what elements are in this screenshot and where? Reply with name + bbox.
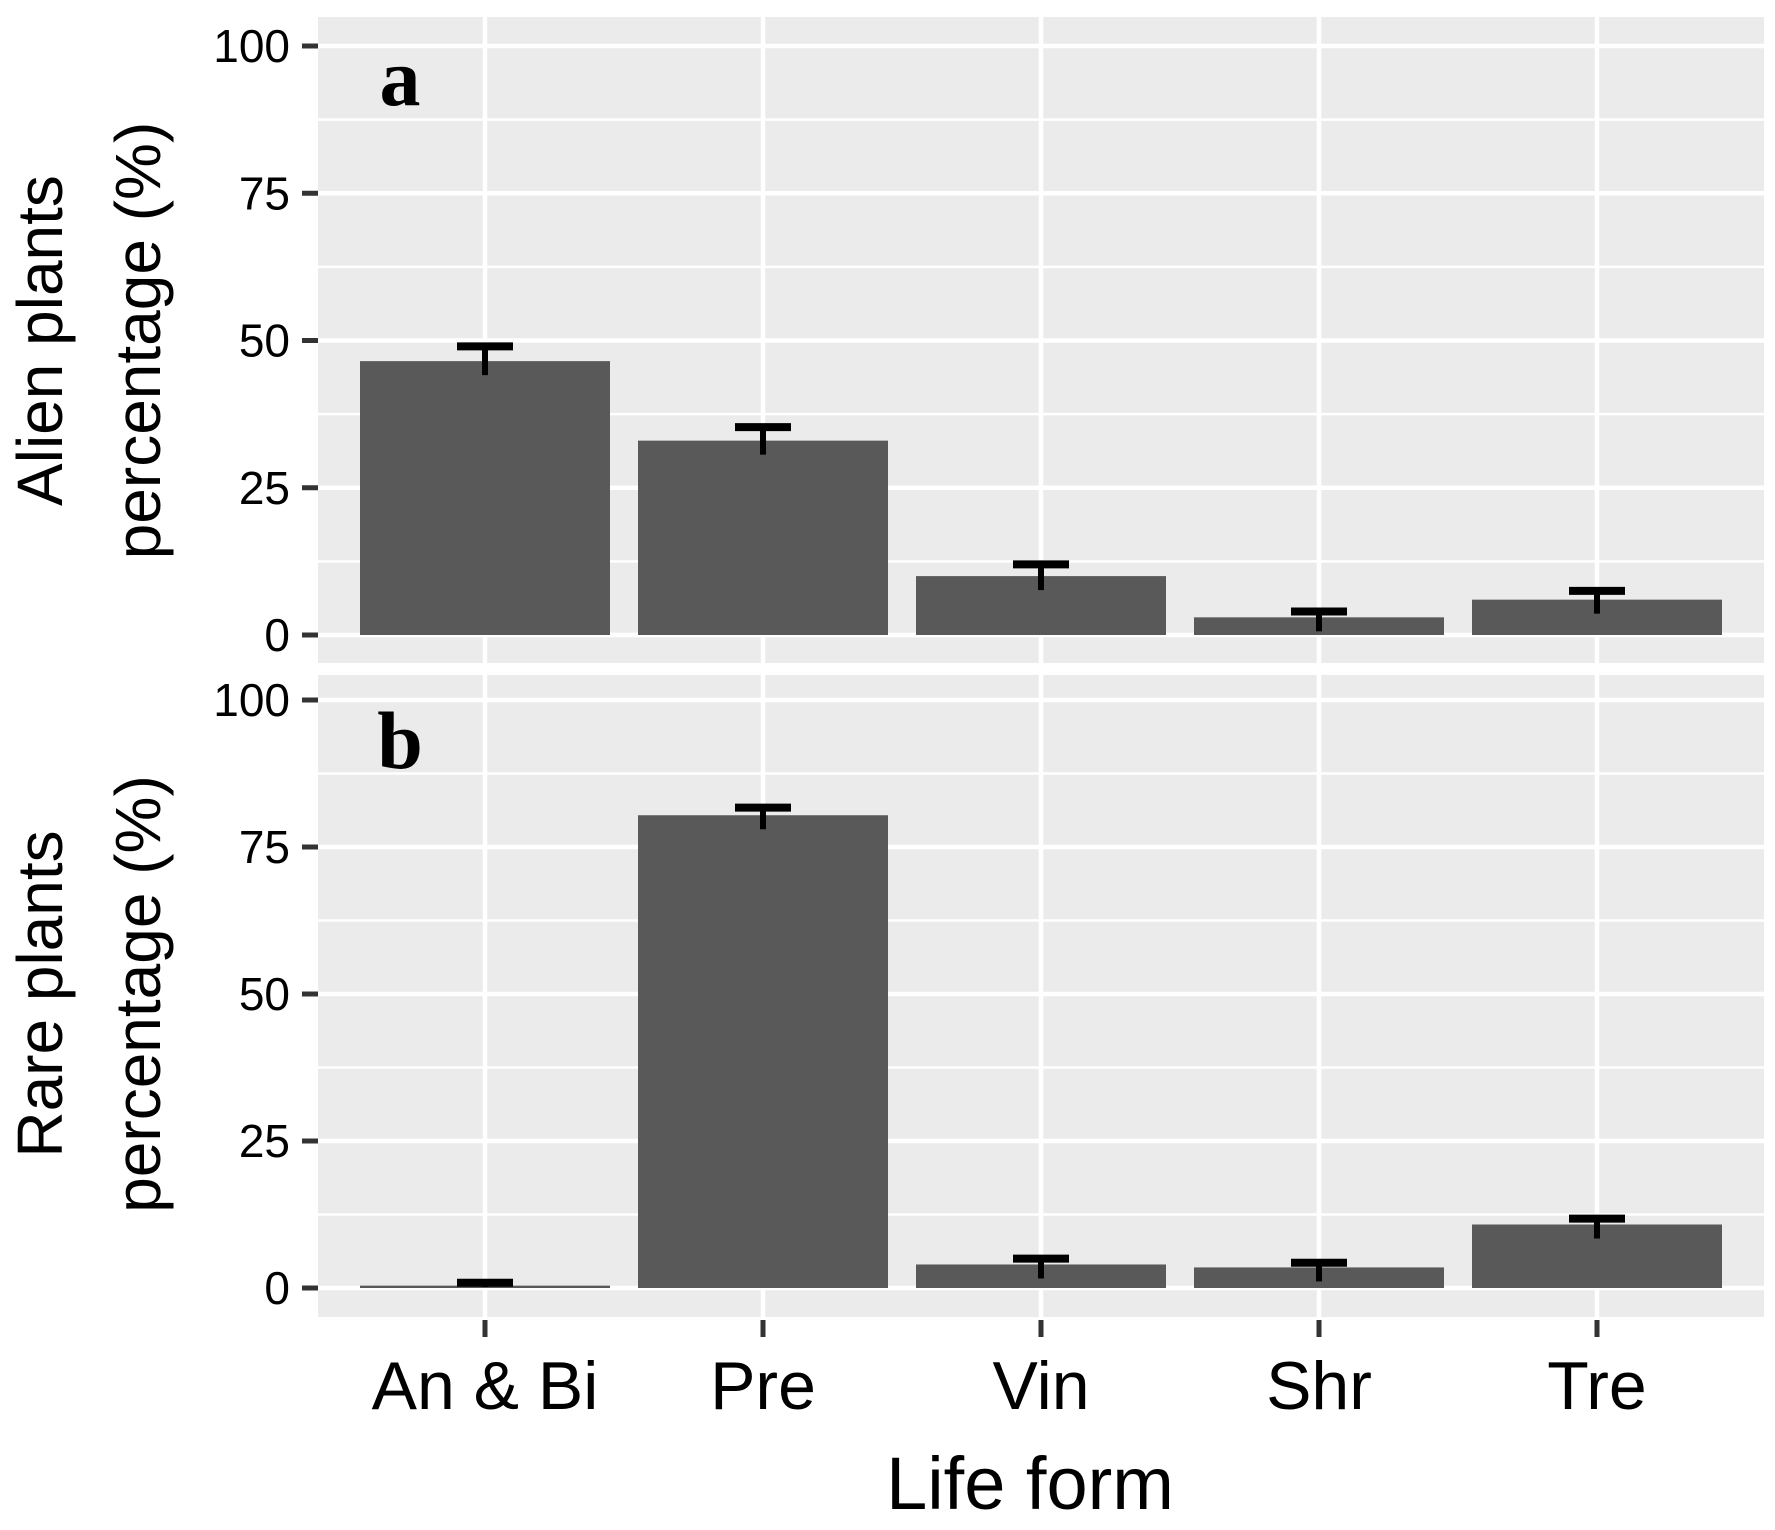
bar-An & Bi — [360, 361, 610, 635]
panel-a: 0 25 50 75 100 a Alien plants percentage (%) — [4, 17, 1764, 663]
y-tick-label: 50 — [239, 315, 290, 367]
x-tick-label-Shr: Shr — [1266, 1348, 1372, 1424]
y-axis-title-line2: percentage (%) — [102, 122, 174, 560]
y-tick-label: 25 — [239, 462, 290, 514]
bar-Pre — [638, 440, 888, 635]
y-axis-title-line2: percentage (%) — [102, 775, 174, 1213]
y-tick-label: 50 — [239, 968, 290, 1020]
panel-label-b: b — [377, 695, 423, 786]
x-tick-label-An & Bi: An & Bi — [372, 1348, 599, 1424]
x-tick-label-Pre: Pre — [710, 1348, 816, 1424]
x-tick-label-Tre: Tre — [1547, 1348, 1646, 1424]
x-axis: An & Bi Pre Vin Shr Tre Life form — [372, 1320, 1647, 1525]
x-tick-label-Vin: Vin — [992, 1348, 1089, 1424]
panel-label-a: a — [380, 32, 421, 123]
panel-b: 0 25 50 75 100 b Rare plants percentage (%) — [4, 675, 1764, 1317]
y-axis-title-line1: Alien plants — [4, 175, 76, 506]
y-tick-label: 0 — [264, 609, 290, 661]
y-tick-label: 25 — [239, 1115, 290, 1167]
y-tick-label: 100 — [213, 20, 290, 72]
y-tick-label: 0 — [264, 1262, 290, 1314]
y-axis-title-line1: Rare plants — [4, 830, 76, 1157]
y-tick-label: 100 — [213, 675, 290, 726]
y-tick-label: 75 — [239, 821, 290, 873]
y-tick-label: 75 — [239, 167, 290, 219]
bar-Pre — [638, 815, 888, 1288]
x-axis-title: Life form — [886, 1442, 1174, 1525]
